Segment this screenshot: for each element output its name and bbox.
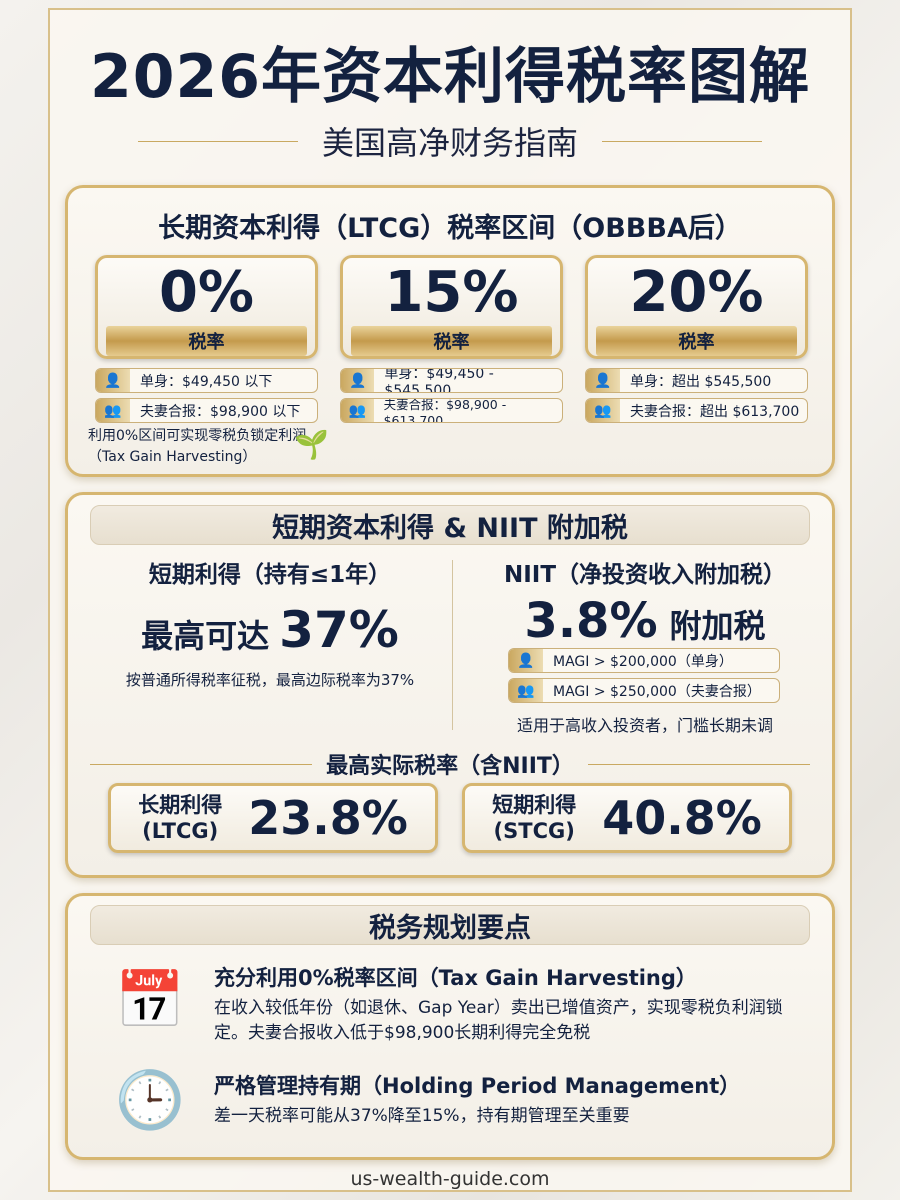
tip-description: 在收入较低年份（如退休、Gap Year）卖出已增值资产，实现零税负利润锁定。夫… [214, 998, 783, 1043]
bracket-1-card: 15% 税率 [340, 255, 563, 359]
couple-icon: 👥 [96, 399, 130, 422]
bracket-joint: 👥 夫妻合报：$98,900 - $613,700 [340, 398, 563, 423]
footer-url[interactable]: us-wealth-guide.com [350, 1168, 550, 1190]
ltcg-note: 利用0%区间可实现零税负锁定利润（Tax Gain Harvesting） [88, 428, 307, 465]
divider [602, 140, 762, 142]
bracket-single-text: 单身：超出 $545,500 [630, 373, 772, 390]
niit-suffix: 附加税 [669, 607, 766, 645]
niit-column: NIIT（净投资收入附加税） 3.8% 附加税 [470, 555, 820, 649]
stcg-heading: 短期资本利得 & NIIT 附加税 [272, 512, 628, 544]
effective-sublabel: (STCG) [493, 819, 575, 843]
short-term-title: 短期利得（持有≤1年） [148, 562, 392, 588]
effective-sublabel: (LTCG) [142, 819, 219, 843]
bracket-label: 税率 [106, 326, 307, 356]
clock-arrow-icon: 🕒 [115, 1068, 185, 1133]
niit-joint-text: MAGI > $250,000（夫妻合报） [553, 683, 761, 700]
niit-title: NIIT（净投资收入附加税） [503, 562, 787, 588]
couple-icon: 👥 [509, 679, 543, 702]
effective-rate-title-row: 最高实际税率（含NIIT） [90, 748, 811, 780]
column-divider [452, 560, 453, 730]
effective-rate-title: 最高实际税率（含NIIT） [326, 754, 574, 779]
effective-label: 短期利得 [492, 792, 577, 817]
effective-rate-stcg: 短期利得 (STCG) 40.8% [462, 783, 792, 853]
effective-rate-ltcg: 长期利得 (LTCG) 23.8% [108, 783, 438, 853]
tip-title: 严格管理持有期（Holding Period Management） [214, 1074, 741, 1098]
effective-value: 40.8% [602, 791, 762, 845]
bracket-rate: 20% [629, 259, 764, 325]
bracket-rate: 0% [158, 259, 255, 325]
tip-description: 差一天税率可能从37%降至15%，持有期管理至关重要 [214, 1106, 630, 1126]
short-term-note: 按普通所得税率征税，最高边际税率为37% [125, 671, 415, 689]
bracket-single-text: 单身：$49,450 以下 [140, 373, 273, 390]
short-term-rate: 37% [279, 601, 399, 659]
subtitle: 美国高净财务指南 [321, 124, 578, 162]
subtitle-row: 美国高净财务指南 [0, 118, 900, 164]
bracket-joint: 👥 夫妻合报：超出 $613,700 [585, 398, 808, 423]
niit-rate: 3.8% [524, 593, 658, 649]
tips-heading: 税务规划要点 [369, 912, 531, 944]
short-term-column: 短期利得（持有≤1年） 最高可达 37% 按普通所得税率征税，最高边际税率为37… [90, 555, 450, 690]
divider [90, 763, 313, 765]
bracket-2-card: 20% 税率 [585, 255, 808, 359]
stcg-header: 短期资本利得 & NIIT 附加税 [90, 505, 810, 545]
bracket-joint-text: 夫妻合报：超出 $613,700 [630, 403, 800, 420]
person-icon: 👤 [586, 369, 620, 392]
tip-item: 充分利用0%税率区间（Tax Gain Harvesting） 在收入较低年份（… [214, 962, 814, 1045]
bracket-joint-text: 夫妻合报：$98,900 以下 [140, 403, 301, 420]
calendar-dollar-icon: 📅 [115, 968, 185, 1033]
bracket-joint-text: 夫妻合报：$98,900 - $613,700 [383, 398, 507, 423]
bracket-label: 税率 [351, 326, 552, 356]
bracket-joint: 👥 夫妻合报：$98,900 以下 [95, 398, 318, 423]
niit-single-text: MAGI > $200,000（单身） [553, 653, 733, 670]
plant-hand-icon: 🌱 [294, 428, 329, 461]
couple-icon: 👥 [586, 399, 620, 422]
niit-note: 适用于高收入投资者，门槛长期未调 [516, 716, 773, 735]
effective-label: 长期利得 [138, 792, 223, 817]
bracket-single: 👤 单身：$49,450 - $545,500 [340, 368, 563, 393]
person-icon: 👤 [341, 369, 375, 392]
divider [587, 763, 811, 765]
ltcg-heading: 长期资本利得（LTCG）税率区间（OBBBA后） [158, 213, 742, 244]
couple-icon: 👥 [341, 399, 374, 422]
bracket-0-card: 0% 税率 [95, 255, 318, 359]
bracket-single: 👤 单身：$49,450 以下 [95, 368, 318, 393]
person-icon: 👤 [96, 369, 130, 392]
short-term-prefix: 最高可达 [141, 617, 270, 655]
niit-joint-threshold: 👥 MAGI > $250,000（夫妻合报） [508, 678, 780, 703]
tip-item: 严格管理持有期（Holding Period Management） 差一天税率… [214, 1070, 814, 1129]
person-icon: 👤 [509, 649, 543, 672]
bracket-label: 税率 [596, 326, 797, 356]
niit-single-threshold: 👤 MAGI > $200,000（单身） [508, 648, 780, 673]
bracket-single-text: 单身：$49,450 - $545,500 [384, 368, 494, 393]
tips-header: 税务规划要点 [90, 905, 810, 945]
effective-value: 23.8% [248, 791, 408, 845]
bracket-rate: 15% [384, 259, 519, 325]
bracket-single: 👤 单身：超出 $545,500 [585, 368, 808, 393]
divider [137, 140, 298, 142]
tip-title: 充分利用0%税率区间（Tax Gain Harvesting） [214, 966, 697, 990]
page-title: 2026年资本利得税率图解 [90, 42, 810, 112]
